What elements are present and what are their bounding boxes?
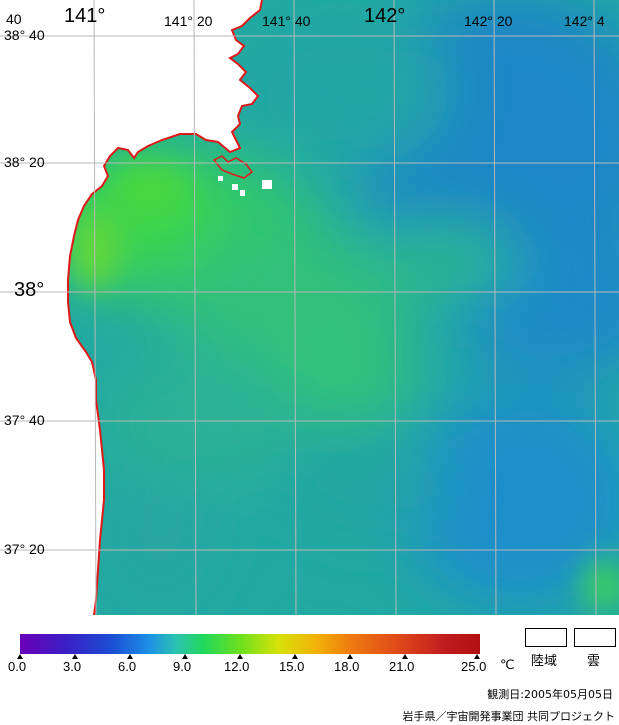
latitude-label: 37° 20 bbox=[4, 541, 45, 557]
colorbar-tick bbox=[17, 654, 23, 659]
cloud-label: 雲 bbox=[587, 654, 601, 669]
cloud-pixel bbox=[240, 190, 245, 196]
colorbar-tick bbox=[292, 654, 298, 659]
grid-line bbox=[393, 0, 397, 615]
colorbar-tick-label: 21.0 bbox=[389, 659, 415, 674]
grid-line bbox=[293, 0, 297, 615]
cloud-swatch bbox=[574, 628, 616, 647]
latitude-label: 37° 40 bbox=[4, 412, 45, 428]
colorbar-tick-label: 9.0 bbox=[173, 659, 192, 674]
graticule bbox=[0, 0, 619, 615]
temperature-unit: ℃ bbox=[500, 658, 515, 673]
colorbar-tick bbox=[402, 654, 408, 659]
coastline-islet bbox=[212, 155, 254, 179]
colorbar-tick-label: 3.0 bbox=[63, 659, 82, 674]
longitude-label: 141° 40 bbox=[262, 13, 311, 29]
colorbar-tick-label: 0.0 bbox=[8, 659, 27, 674]
map-canvas bbox=[0, 0, 619, 615]
colorbar-tick bbox=[347, 654, 353, 659]
coastline bbox=[67, 0, 263, 615]
longitude-label: 40 bbox=[6, 11, 22, 27]
grid-line bbox=[93, 0, 97, 615]
colorbar-tick bbox=[72, 654, 78, 659]
land-area bbox=[0, 0, 262, 615]
colorbar-tick bbox=[182, 654, 188, 659]
longitude-label: 141° 20 bbox=[164, 13, 213, 29]
longitude-label: 142° 4 bbox=[564, 13, 605, 29]
colorbar-tick bbox=[237, 654, 243, 659]
latitude-label: 38° bbox=[14, 279, 45, 301]
latitude-label: 38° 20 bbox=[4, 154, 45, 170]
temperature-colorbar bbox=[20, 634, 480, 654]
land-swatch bbox=[525, 628, 567, 647]
grid-line bbox=[593, 0, 597, 615]
land-label: 陸域 bbox=[531, 654, 558, 669]
observation-date: 観測日:2005年05月05日 bbox=[487, 688, 613, 701]
colorbar-tick-label: 18.0 bbox=[334, 659, 360, 674]
colorbar-tick bbox=[474, 654, 480, 659]
colorbar-tick-label: 15.0 bbox=[279, 659, 305, 674]
grid-line bbox=[193, 0, 197, 615]
colorbar-tick-label: 12.0 bbox=[224, 659, 250, 674]
project-credit: 岩手県／宇宙開発事業団 共同プロジェクト bbox=[402, 710, 616, 723]
longitude-label: 142° 20 bbox=[464, 13, 513, 29]
grid-line bbox=[493, 0, 497, 615]
colorbar-tick bbox=[127, 654, 133, 659]
colorbar-tick-label: 6.0 bbox=[118, 659, 137, 674]
longitude-label: 142° bbox=[364, 5, 406, 27]
latitude-label: 38° 40 bbox=[4, 27, 45, 43]
cloud-pixel bbox=[232, 184, 238, 190]
cloud-pixel bbox=[262, 180, 272, 189]
sea-surface-temperature-map: 40 141° 141° 20 141° 40 142° 142° 20 142… bbox=[0, 0, 619, 615]
colorbar-tick-label: 25.0 bbox=[461, 659, 487, 674]
longitude-label: 141° bbox=[64, 5, 106, 27]
cloud-pixel bbox=[218, 176, 223, 181]
